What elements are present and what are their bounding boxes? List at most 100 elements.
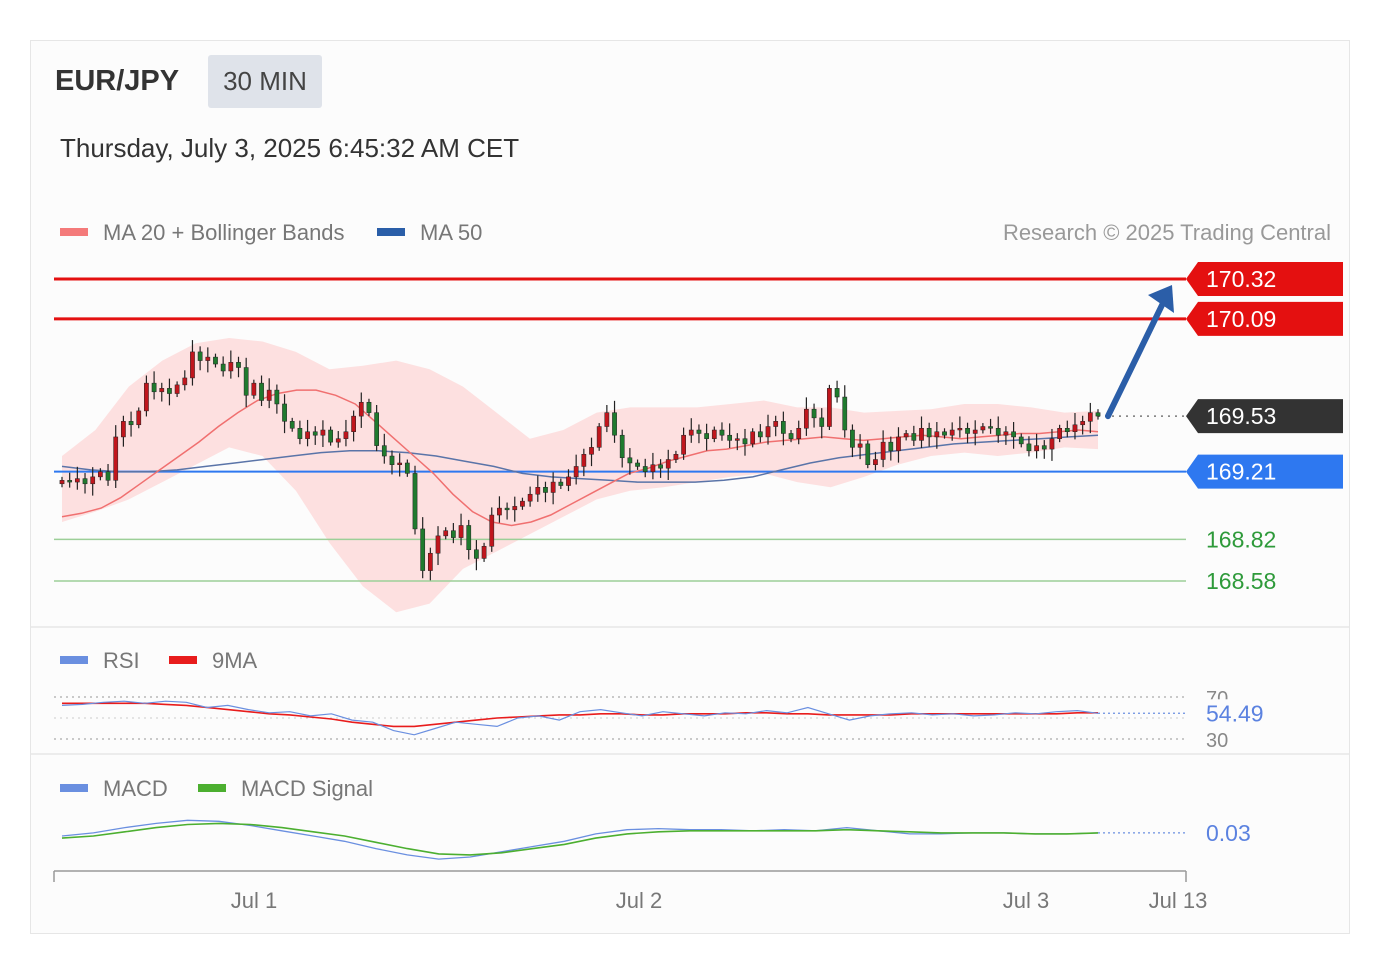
- candle-body: [765, 426, 771, 438]
- candle-body: [121, 421, 126, 438]
- legend-swatch-macd-signal: [198, 784, 226, 792]
- candle-body: [627, 457, 633, 464]
- interval-badge[interactable]: 30 MIN: [208, 55, 322, 108]
- candle-body: [243, 367, 249, 396]
- x-axis: Jul 1 Jul 2 Jul 3 Jul 13: [53, 870, 1208, 913]
- candle-body: [949, 429, 955, 436]
- candle-body: [857, 443, 863, 448]
- target-arrow-head: [1148, 285, 1174, 313]
- candle-body: [320, 429, 326, 436]
- legend-swatch-9ma: [169, 656, 197, 664]
- candle-body: [781, 421, 786, 434]
- legend-label-macd-signal: MACD Signal: [241, 776, 373, 801]
- candle-body: [1034, 445, 1039, 452]
- candle-body: [811, 408, 817, 419]
- legend-label-rsi: RSI: [103, 648, 140, 673]
- candle-body: [903, 433, 909, 438]
- level-tag-3: [1186, 454, 1343, 489]
- candle-body: [972, 429, 978, 434]
- candle-body: [1003, 431, 1009, 436]
- candle-body: [305, 431, 310, 439]
- candle-body: [750, 431, 756, 445]
- candle-body: [197, 351, 203, 361]
- candle-body: [128, 421, 134, 426]
- candle-body: [535, 487, 541, 495]
- legend-swatch-ma20: [60, 228, 88, 236]
- candle-body: [742, 438, 748, 445]
- candle-body: [236, 362, 241, 368]
- candle-body: [167, 388, 172, 394]
- candle-body: [1011, 431, 1016, 438]
- candle-body: [474, 549, 479, 559]
- level-tag-2: [1186, 399, 1343, 434]
- price-level-tags: 170.32 170.09 169.53 169.21 168.82 168.58: [1186, 262, 1343, 594]
- candle-body: [1049, 438, 1055, 450]
- x-tick-label: Jul 3: [1003, 888, 1049, 913]
- candle-body: [297, 428, 303, 439]
- macd-legend: MACD MACD Signal: [60, 776, 373, 801]
- candle-body: [773, 421, 779, 427]
- datetime-label: Thursday, July 3, 2025 6:45:32 AM CET: [60, 133, 520, 163]
- x-tick-label: Jul 1: [231, 888, 277, 913]
- candle-body: [919, 428, 924, 441]
- candle-body: [105, 471, 111, 481]
- candle-body: [1080, 421, 1086, 426]
- candle-body: [566, 476, 571, 486]
- candle-body: [90, 476, 96, 485]
- candle-body: [550, 481, 556, 493]
- candle-body: [481, 546, 487, 559]
- candle-body: [596, 426, 602, 448]
- moving-averages: [61, 389, 1099, 527]
- candle-body: [1026, 443, 1032, 452]
- target-arrow: [1105, 285, 1174, 420]
- level-tag-label-2: 169.53: [1206, 403, 1276, 429]
- candle-body: [734, 438, 740, 441]
- candle-body: [658, 464, 663, 469]
- candle-body: [458, 525, 464, 538]
- candle-body: [74, 478, 80, 483]
- candle-body: [98, 471, 103, 478]
- candle-body: [581, 454, 587, 467]
- candle-body: [259, 382, 264, 401]
- candle-body: [688, 429, 694, 436]
- copyright-label: Research © 2025 Trading Central: [1003, 220, 1331, 245]
- candle-body: [389, 455, 395, 465]
- macd-line: [61, 819, 1099, 860]
- candle-body: [489, 514, 495, 547]
- candle-body: [312, 431, 318, 436]
- candle-body: [788, 433, 794, 439]
- candle-body: [558, 481, 564, 486]
- candle-body: [520, 500, 525, 507]
- rsi-tick-label-30: 30: [1206, 730, 1228, 752]
- level-tag-label-3: 169.21: [1206, 459, 1276, 485]
- candle-body: [796, 428, 802, 439]
- candle-body: [842, 396, 848, 431]
- candle-body: [136, 410, 142, 426]
- candle-body: [366, 401, 372, 413]
- candle-body: [819, 417, 825, 427]
- ma20-line: [61, 389, 1099, 527]
- candle-body: [704, 433, 709, 439]
- legend-label-ma20: MA 20 + Bollinger Bands: [103, 220, 345, 245]
- candle-body: [443, 530, 449, 537]
- candle-body: [159, 388, 165, 393]
- chart-card: EUR/JPY 30 MIN Thursday, July 3, 2025 6:…: [30, 40, 1350, 934]
- candle-body: [466, 525, 472, 551]
- candle-body: [673, 454, 679, 460]
- macd-last-value-label: 0.03: [1206, 820, 1251, 846]
- candle-body: [266, 389, 272, 401]
- legend-label-ma50: MA 50: [420, 220, 482, 245]
- candle-body: [374, 412, 379, 446]
- candle-body: [512, 506, 518, 511]
- x-tick-label: Jul 13: [1149, 888, 1208, 913]
- candle-body: [67, 480, 73, 483]
- candle-body: [650, 464, 656, 472]
- candle-body: [174, 384, 180, 394]
- legend-swatch-rsi: [60, 656, 88, 664]
- candle-body: [358, 401, 364, 417]
- candle-body: [642, 466, 648, 472]
- candle-body: [435, 535, 441, 554]
- target-arrow-shaft: [1105, 298, 1167, 420]
- candle-body: [543, 487, 548, 493]
